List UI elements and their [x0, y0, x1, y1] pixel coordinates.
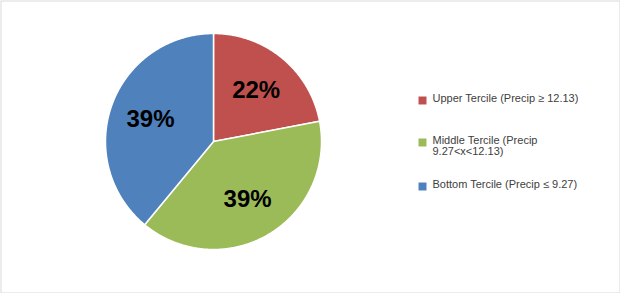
svg-text:22%: 22%	[232, 76, 280, 103]
svg-text:Middle Tercile (Precip9.27<x<1: Middle Tercile (Precip9.27<x<12.13)	[433, 134, 538, 157]
svg-text:39%: 39%	[126, 104, 174, 131]
svg-text:Upper Tercile (Precip ≥ 12.13): Upper Tercile (Precip ≥ 12.13)	[433, 92, 579, 104]
svg-text:Bottom Tercile (Precip ≤ 9.27): Bottom Tercile (Precip ≤ 9.27)	[433, 178, 578, 190]
svg-text:39%: 39%	[224, 185, 272, 212]
